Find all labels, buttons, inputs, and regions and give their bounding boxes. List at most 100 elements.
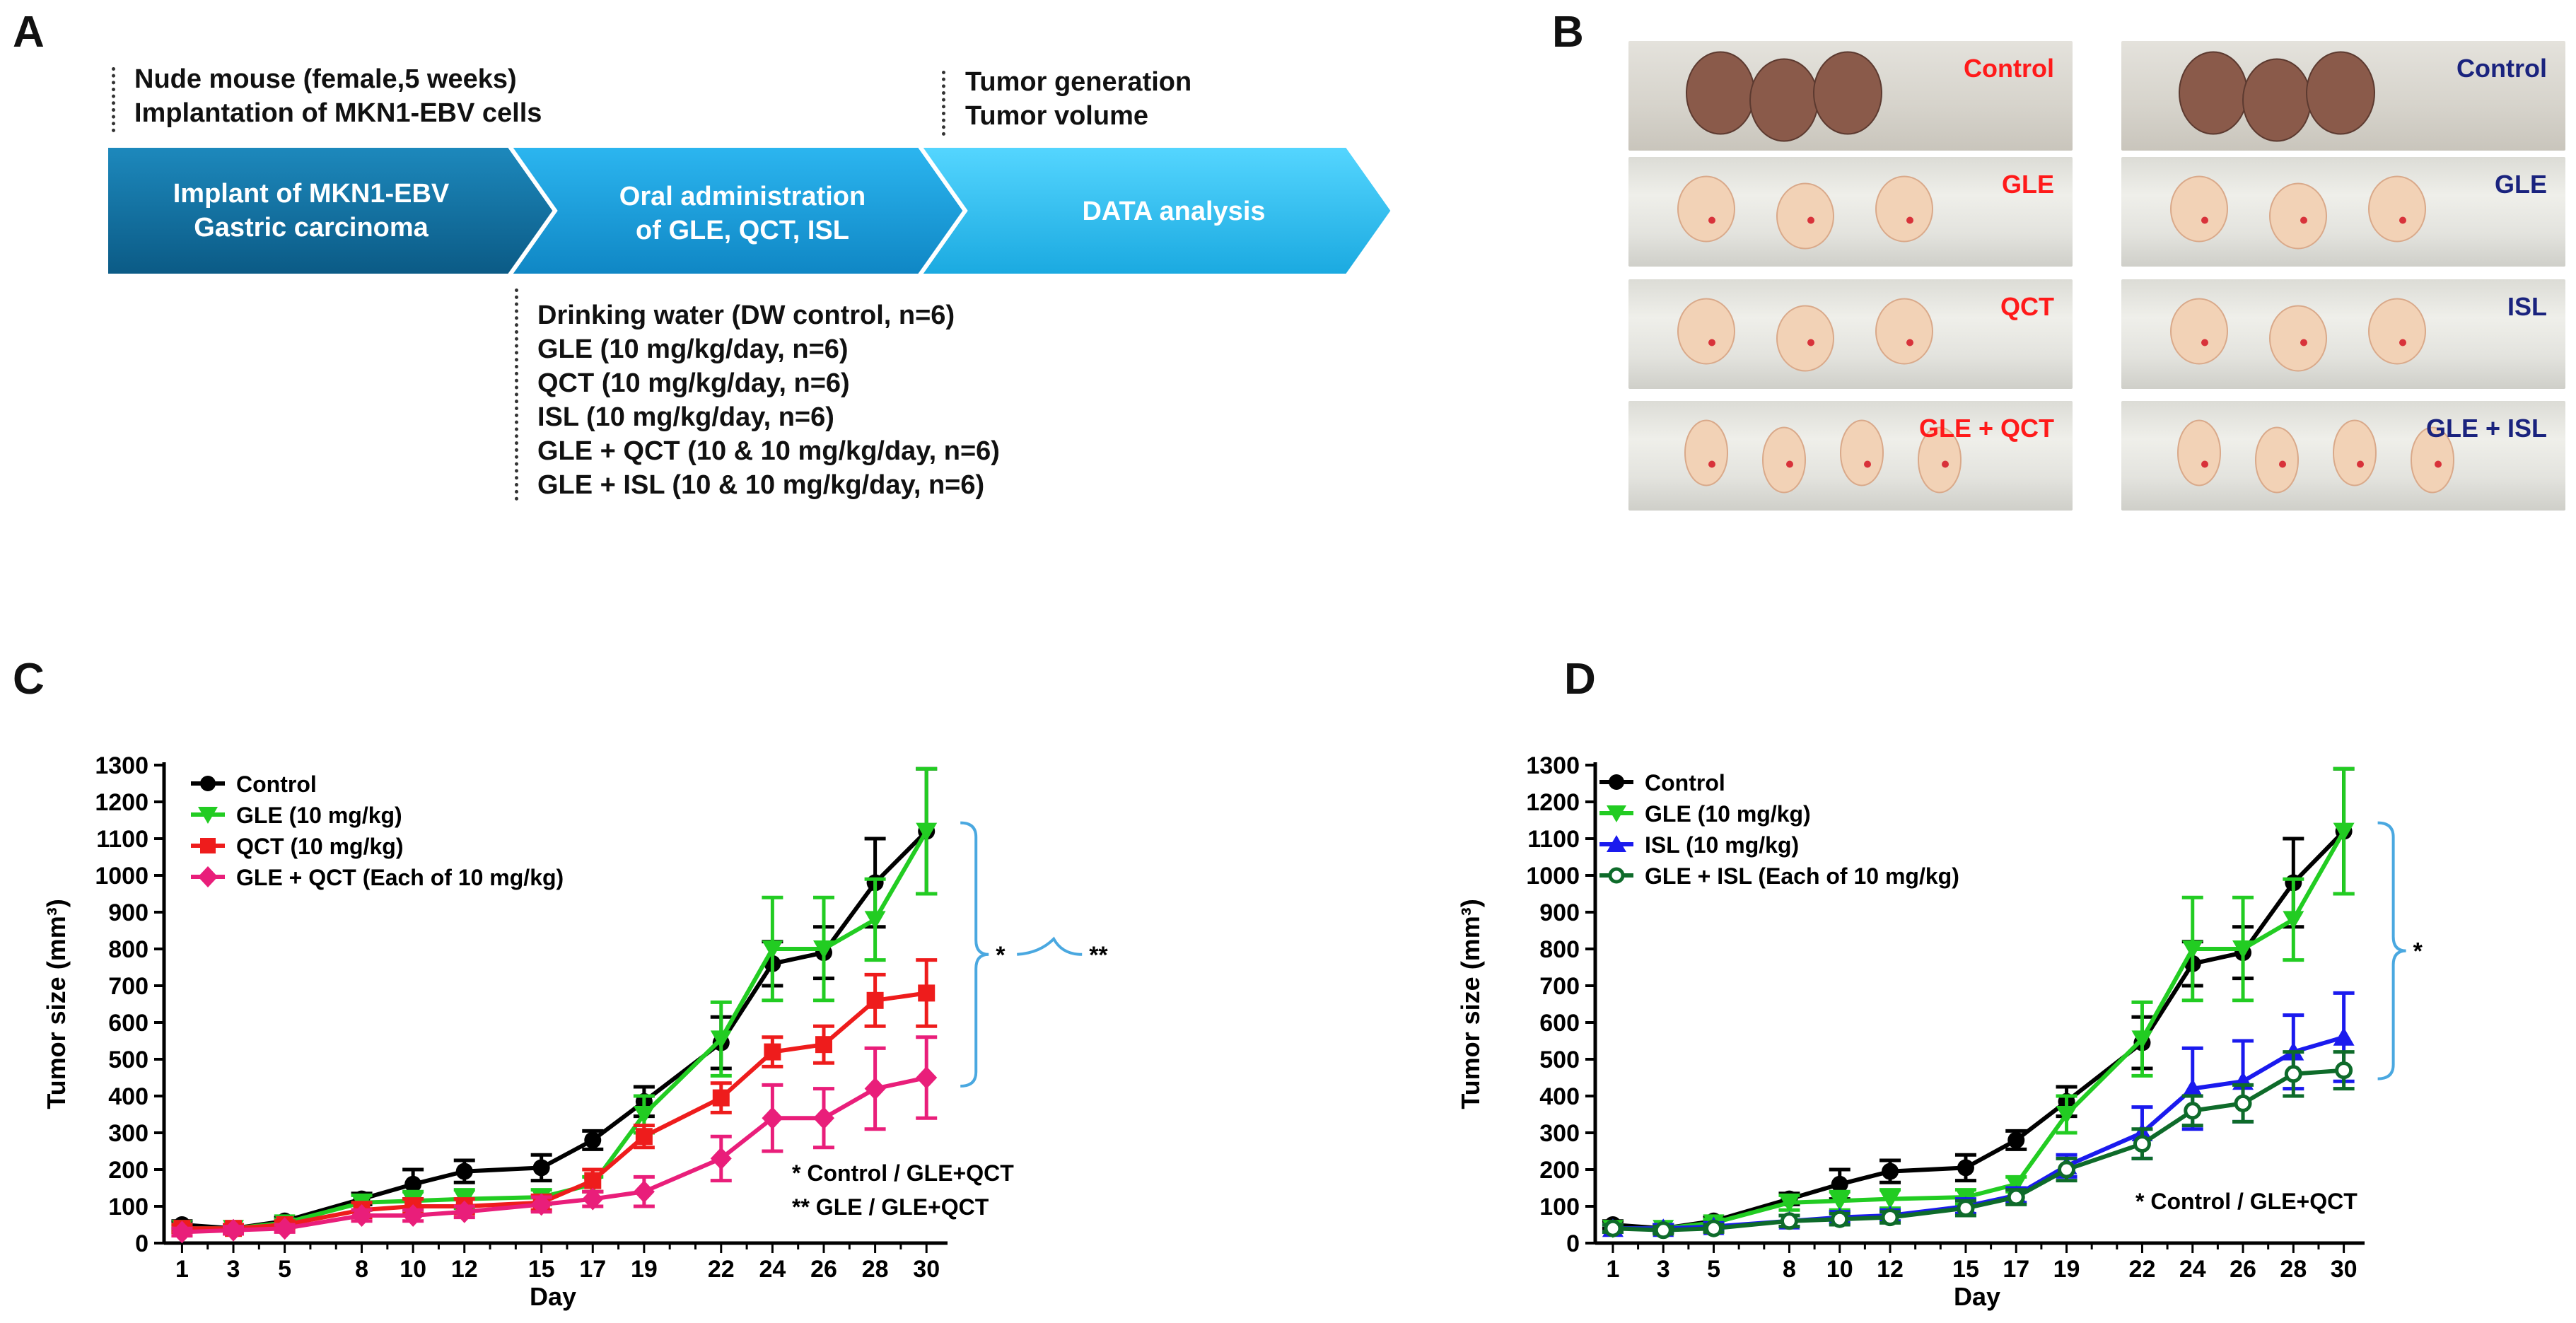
blood-spot <box>2201 216 2208 224</box>
tumor-photo-label: GLE <box>2494 170 2547 199</box>
significance-bracket-inner <box>2377 821 2406 1080</box>
x-tick-label: 12 <box>451 1256 478 1283</box>
y-tick-label: 200 <box>1539 1157 1580 1184</box>
significance-note: * Control / GLE+QCT <box>2135 1189 2358 1214</box>
step-3-line-1: DATA analysis <box>1082 197 1265 226</box>
series-3-point <box>2333 1027 2355 1046</box>
significance-bracket-inner <box>960 821 989 1088</box>
tumor-sample <box>1875 298 1933 365</box>
significance-star-outer: ** <box>1089 942 1108 969</box>
tumor-sample <box>2255 426 2299 494</box>
x-tick-label: 15 <box>1952 1256 1979 1283</box>
series-2-line <box>1612 830 2346 1231</box>
step-1-shape <box>104 144 558 278</box>
outcome-note: Tumor generation Tumor volume <box>965 65 1191 133</box>
y-tick-label: 600 <box>108 1010 148 1037</box>
tumor-photo-label: ISL <box>2507 292 2547 321</box>
series-4-point <box>274 1217 296 1240</box>
series-1-line <box>1612 829 2345 1231</box>
y-tick-label: 1000 <box>1526 863 1580 890</box>
y-tick-label: 700 <box>1539 973 1580 1000</box>
chart-c: 0 100 200 300 400 500 600 700 800 900 1000 1100 1200… <box>42 752 1108 1311</box>
x-tick-label: 8 <box>1783 1256 1796 1283</box>
series-2-point <box>916 822 938 841</box>
series-2-point <box>710 1030 732 1049</box>
tumor-sample-illustration <box>2177 419 2454 494</box>
series-2-point <box>2333 822 2355 841</box>
legend-label: QCT (10 mg/kg) <box>236 834 403 859</box>
x-tick-label: 17 <box>579 1256 606 1283</box>
group-item: Drinking water (DW control, n=6) <box>537 301 955 330</box>
series-4-point <box>2335 1061 2353 1080</box>
tumor-sample <box>1813 51 1882 135</box>
y-tick-label: 100 <box>1539 1194 1580 1220</box>
series-1-point <box>584 1131 602 1149</box>
x-tick-label: 28 <box>862 1256 889 1283</box>
series-4-point <box>402 1204 424 1227</box>
tumor-photo-label: GLE <box>2001 170 2054 199</box>
legend-label: GLE (10 mg/kg) <box>1645 801 1811 827</box>
tumor-photo-label: Control <box>1964 54 2054 83</box>
y-tick-label: 800 <box>108 936 148 963</box>
series-4-point <box>351 1204 373 1227</box>
legend-label: GLE (10 mg/kg) <box>236 803 402 828</box>
tumor-sample-illustration <box>2170 175 2426 250</box>
x-tick-label: 30 <box>913 1256 940 1283</box>
legend-label: ISL (10 mg/kg) <box>1645 832 1799 858</box>
series-4-point <box>582 1187 604 1211</box>
legend-marker <box>1608 867 1625 884</box>
series-3-line <box>182 991 927 1231</box>
x-tick-label: 8 <box>355 1256 368 1283</box>
series-4-point <box>1604 1219 1622 1237</box>
y-tick-label: 1100 <box>96 826 148 853</box>
x-tick-label: 5 <box>1707 1256 1720 1283</box>
tumor-sample-illustration <box>2170 298 2426 372</box>
dotted-marker-left <box>112 67 115 132</box>
step-2-line-1: Oral administration <box>619 182 866 211</box>
y-tick-label: 1200 <box>1526 789 1580 816</box>
blood-spot <box>1708 339 1715 346</box>
legend-label: GLE + QCT (Each of 10 mg/kg) <box>236 865 564 890</box>
significance-note: * Control / GLE+QCT <box>792 1160 1014 1186</box>
tumor-photo-label: QCT <box>2000 292 2054 321</box>
panel-label-b: B <box>1552 8 1584 57</box>
y-tick-label: 400 <box>1539 1083 1580 1110</box>
x-tick-label: 26 <box>810 1256 837 1283</box>
y-tick-label: 700 <box>108 973 148 1000</box>
series-4-point <box>762 1107 783 1130</box>
x-tick-label: 19 <box>2053 1256 2080 1283</box>
series-4-point <box>223 1218 245 1242</box>
series-1-point <box>1882 1162 1899 1180</box>
series-3-point <box>764 1043 781 1061</box>
y-tick-label: 900 <box>1539 899 1580 926</box>
y-tick-label: 1100 <box>1527 826 1580 853</box>
x-tick-label: 28 <box>2280 1256 2307 1283</box>
dotted-marker-groups <box>515 289 518 501</box>
blood-spot <box>1708 216 1715 224</box>
series-4-point <box>1957 1199 1975 1218</box>
blood-spot <box>1864 460 1871 468</box>
x-tick-label: 10 <box>1826 1256 1853 1283</box>
dotted-marker-right <box>942 71 945 136</box>
tumor-sample <box>1762 426 1806 494</box>
group-item: ISL (10 mg/kg/day, n=6) <box>537 402 834 432</box>
tumor-photo-left-4: GLE + QCT <box>1628 401 2073 511</box>
blood-spot <box>2201 339 2208 346</box>
series-4-point <box>2284 1065 2302 1083</box>
x-tick-label: 26 <box>2230 1256 2256 1283</box>
series-4-point <box>453 1200 475 1223</box>
tumor-sample <box>2179 51 2248 135</box>
legend-marker <box>198 807 218 824</box>
tumor-photo-label: GLE + QCT <box>1918 414 2054 443</box>
tumor-sample <box>2242 58 2312 142</box>
legend-label: GLE + ISL (Each of 10 mg/kg) <box>1645 863 1959 889</box>
series-4-point <box>2058 1160 2076 1179</box>
blood-spot <box>2435 460 2442 468</box>
group-item: GLE + ISL (10 & 10 mg/kg/day, n=6) <box>537 470 985 500</box>
tumor-sample <box>1686 51 1755 135</box>
blood-spot <box>1942 460 1949 468</box>
series-4-point <box>1831 1210 1849 1228</box>
x-tick-label: 5 <box>278 1256 291 1283</box>
tumor-photo-left-1: Control <box>1628 41 2073 151</box>
legend-marker <box>1609 774 1624 790</box>
